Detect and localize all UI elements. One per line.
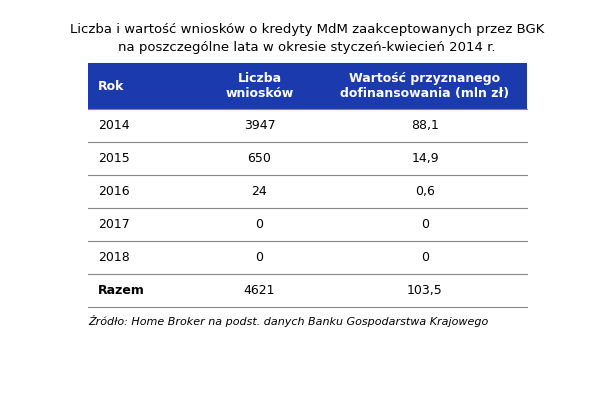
Text: 0,6: 0,6 xyxy=(415,185,435,198)
Text: 2017: 2017 xyxy=(98,218,130,231)
Text: Rok: Rok xyxy=(98,80,124,92)
Text: 650: 650 xyxy=(248,152,271,165)
Text: 88,1: 88,1 xyxy=(411,119,439,132)
Bar xyxy=(88,63,527,109)
Text: Liczba
wniosków: Liczba wniosków xyxy=(225,72,293,100)
Text: na poszczególne lata w okresie styczeń-kwiecień 2014 r.: na poszczególne lata w okresie styczeń-k… xyxy=(118,41,496,54)
Text: 14,9: 14,9 xyxy=(411,152,439,165)
Text: 2016: 2016 xyxy=(98,185,130,198)
Text: 0: 0 xyxy=(421,251,429,264)
Text: Wartość przyznanego
dofinansowania (mln zł): Wartość przyznanego dofinansowania (mln … xyxy=(341,72,510,100)
Text: 24: 24 xyxy=(252,185,268,198)
Text: 4621: 4621 xyxy=(244,284,276,297)
Text: Źródło: Home Broker na podst. danych Banku Gospodarstwa Krajowego: Źródło: Home Broker na podst. danych Ban… xyxy=(88,315,488,327)
Text: 0: 0 xyxy=(255,251,263,264)
Text: 103,5: 103,5 xyxy=(407,284,443,297)
Text: 0: 0 xyxy=(255,218,263,231)
Text: Liczba i wartość wniosków o kredyty MdM zaakceptowanych przez BGK: Liczba i wartość wniosków o kredyty MdM … xyxy=(70,23,544,36)
Text: 2018: 2018 xyxy=(98,251,130,264)
Text: 0: 0 xyxy=(421,218,429,231)
Text: 2014: 2014 xyxy=(98,119,130,132)
Text: 2015: 2015 xyxy=(98,152,130,165)
Text: 3947: 3947 xyxy=(244,119,276,132)
Text: Razem: Razem xyxy=(98,284,145,297)
